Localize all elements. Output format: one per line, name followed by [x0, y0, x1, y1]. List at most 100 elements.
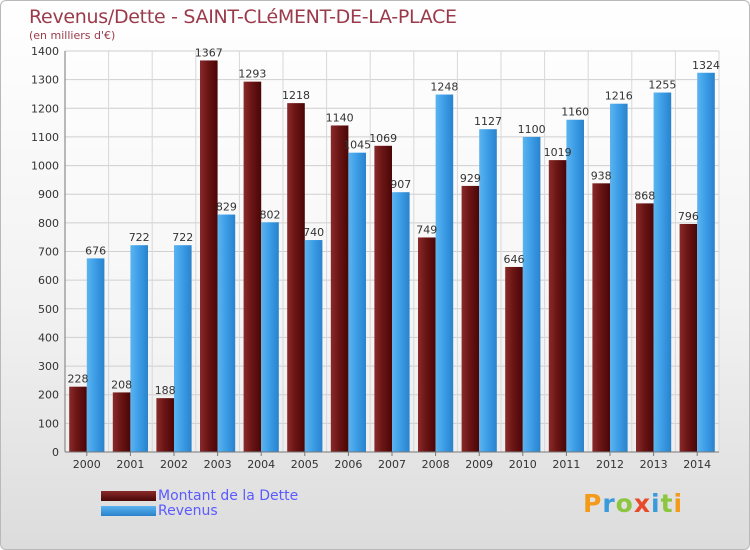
- data-label-dette: 228: [68, 373, 89, 386]
- x-tick-label: 2013: [640, 458, 668, 471]
- y-tick-label: 1400: [31, 45, 59, 58]
- bar-dette: [418, 237, 436, 452]
- data-label-revenus: 1100: [518, 123, 546, 136]
- data-label-dette: 938: [591, 169, 612, 182]
- bar-revenus: [479, 129, 497, 452]
- bar-revenus: [261, 222, 279, 452]
- x-tick-label: 2012: [596, 458, 624, 471]
- bar-revenus: [174, 245, 192, 452]
- x-tick-label: 2001: [116, 458, 144, 471]
- data-label-revenus: 1255: [648, 79, 676, 92]
- bar-revenus: [566, 119, 584, 452]
- bar-dette: [548, 160, 567, 453]
- axes: 0 100 200 300 400 500 600 700 800 900 1000 1100 1200…: [31, 45, 719, 471]
- data-label-revenus: 1045: [343, 139, 371, 152]
- data-label-revenus: 1127: [474, 115, 502, 128]
- bar-dette: [287, 103, 305, 452]
- y-tick-label: 1000: [31, 160, 59, 173]
- data-label-dette: 1069: [369, 132, 397, 145]
- y-tick-label: 1200: [31, 102, 59, 115]
- legend-label-dette: Montant de la Dette: [158, 487, 299, 504]
- data-label-revenus: 829: [216, 201, 237, 214]
- y-tick-label: 200: [38, 389, 59, 402]
- bar-dette: [461, 185, 480, 453]
- y-tick-label: 700: [38, 246, 59, 259]
- proxiti-logo: Proxiti: [583, 489, 683, 518]
- bar-revenus: [304, 240, 323, 452]
- y-tick-label: 600: [38, 274, 59, 287]
- x-tick-label: 2007: [378, 458, 406, 471]
- data-label-dette: 868: [634, 189, 655, 202]
- data-label-revenus: 802: [260, 208, 281, 221]
- data-label-dette: 1019: [544, 146, 572, 159]
- bar-dette: [243, 81, 262, 452]
- logo-letter: o: [615, 489, 634, 518]
- logo-letter: i: [651, 489, 661, 518]
- data-label-revenus: 1248: [430, 81, 458, 94]
- bar-revenus: [522, 136, 541, 452]
- bar-dette: [112, 392, 131, 452]
- bar-revenus: [435, 94, 454, 452]
- x-tick-label: 2008: [422, 458, 450, 471]
- y-tick-label: 900: [38, 188, 59, 201]
- x-tick-label: 2005: [291, 458, 319, 471]
- legend-swatch-dette: [101, 490, 156, 501]
- bar-dette: [592, 183, 610, 452]
- y-tick-label: 100: [38, 417, 59, 430]
- bar-revenus: [697, 72, 715, 453]
- bar-dette: [200, 60, 218, 452]
- x-tick-label: 2004: [247, 458, 275, 471]
- data-label-dette: 1140: [326, 111, 354, 124]
- data-label-revenus: 722: [172, 231, 193, 244]
- data-label-dette: 1367: [195, 46, 223, 59]
- y-tick-label: 0: [52, 446, 59, 459]
- y-tick-label: 1300: [31, 74, 59, 87]
- bar-revenus: [217, 214, 236, 452]
- bar-dette: [374, 145, 392, 452]
- bar-dette: [330, 125, 349, 452]
- logo-letter: t: [660, 489, 674, 518]
- x-tick-label: 2009: [465, 458, 493, 471]
- x-tick-label: 2006: [334, 458, 362, 471]
- data-label-dette: 1293: [238, 68, 266, 81]
- data-label-dette: 646: [504, 253, 525, 266]
- data-label-revenus: 722: [129, 231, 150, 244]
- logo-letter: i: [673, 489, 684, 518]
- data-label-dette: 796: [678, 210, 699, 223]
- data-label-revenus: 676: [85, 244, 106, 257]
- bar-dette: [156, 398, 174, 452]
- legend-item-revenus: Revenus: [101, 502, 298, 519]
- y-tick-label: 300: [38, 360, 59, 373]
- data-label-dette: 208: [111, 378, 132, 391]
- x-tick-label: 2010: [509, 458, 537, 471]
- y-tick-label: 800: [38, 217, 59, 230]
- bar-revenus: [610, 103, 628, 453]
- data-label-revenus: 1160: [561, 106, 589, 119]
- data-label-dette: 929: [460, 172, 481, 185]
- bar-dette: [679, 224, 698, 452]
- data-label-dette: 749: [416, 223, 437, 236]
- bar-revenus: [86, 258, 105, 452]
- bar-revenus: [653, 92, 672, 453]
- legend-item-dette: Montant de la Dette: [101, 487, 299, 504]
- chart-title: Revenus/Dette - SAINT-CLéMENT-DE-LA-PLAC…: [29, 6, 457, 28]
- bar-dette: [636, 203, 654, 452]
- legend-swatch-revenus: [101, 505, 156, 516]
- data-labels: 228 676 208 722 188 722 1367 829 1293 802 1218 740 1…: [68, 46, 721, 397]
- bar-revenus: [348, 152, 366, 453]
- bar-revenus: [392, 192, 410, 452]
- data-label-revenus: 740: [303, 226, 324, 239]
- y-tick-label: 500: [38, 303, 59, 316]
- legend: Montant de la Dette Revenus: [101, 487, 299, 519]
- x-tick-label: 2002: [160, 458, 188, 471]
- bar-dette: [69, 386, 87, 452]
- logo-letter: r: [602, 489, 616, 518]
- x-tick-label: 2014: [683, 458, 711, 471]
- legend-label-revenus: Revenus: [158, 502, 218, 519]
- x-tick-label: 2011: [552, 458, 580, 471]
- bar-revenus: [130, 245, 148, 452]
- logo-letter: P: [583, 489, 603, 518]
- data-label-dette: 188: [155, 384, 176, 397]
